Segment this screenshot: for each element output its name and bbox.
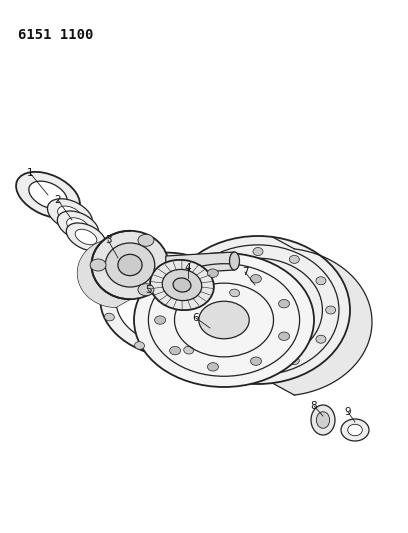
Ellipse shape (279, 332, 290, 341)
Ellipse shape (29, 181, 67, 209)
Ellipse shape (180, 306, 190, 314)
Ellipse shape (150, 260, 214, 310)
Ellipse shape (135, 342, 144, 349)
Ellipse shape (200, 261, 209, 268)
Ellipse shape (253, 365, 263, 373)
Ellipse shape (67, 218, 89, 235)
Ellipse shape (138, 235, 154, 246)
Ellipse shape (207, 269, 218, 277)
Text: 6: 6 (193, 313, 200, 323)
Ellipse shape (105, 243, 155, 287)
Ellipse shape (199, 301, 249, 339)
Ellipse shape (316, 277, 326, 285)
Text: 7: 7 (242, 267, 248, 277)
Ellipse shape (326, 306, 336, 314)
Ellipse shape (279, 300, 290, 308)
Text: 5: 5 (145, 285, 151, 295)
Ellipse shape (58, 206, 82, 224)
Ellipse shape (316, 335, 326, 343)
Text: 3: 3 (105, 235, 111, 245)
Text: 4: 4 (185, 263, 191, 273)
Ellipse shape (134, 253, 314, 387)
Ellipse shape (231, 288, 286, 332)
Ellipse shape (47, 199, 93, 231)
Ellipse shape (90, 259, 106, 271)
Ellipse shape (111, 278, 121, 285)
Text: 8: 8 (310, 401, 317, 411)
Ellipse shape (190, 335, 200, 343)
Text: 9: 9 (345, 407, 351, 417)
Ellipse shape (230, 289, 239, 297)
Ellipse shape (245, 300, 271, 320)
Ellipse shape (217, 255, 227, 263)
Ellipse shape (190, 277, 200, 285)
Ellipse shape (173, 278, 191, 292)
Ellipse shape (311, 405, 335, 435)
Ellipse shape (217, 357, 227, 365)
Ellipse shape (207, 362, 218, 371)
Ellipse shape (289, 255, 299, 263)
Ellipse shape (100, 253, 244, 358)
Text: 1: 1 (27, 168, 33, 178)
Ellipse shape (223, 325, 233, 332)
Ellipse shape (229, 252, 239, 270)
Ellipse shape (166, 236, 350, 384)
Ellipse shape (138, 284, 154, 296)
Ellipse shape (155, 316, 166, 324)
Ellipse shape (251, 274, 262, 283)
Ellipse shape (118, 254, 142, 276)
Ellipse shape (16, 172, 80, 218)
Ellipse shape (104, 313, 114, 321)
Polygon shape (273, 237, 372, 395)
Polygon shape (78, 231, 130, 307)
Text: 2: 2 (55, 195, 61, 205)
Polygon shape (166, 252, 235, 274)
Ellipse shape (162, 269, 202, 301)
Ellipse shape (57, 211, 99, 241)
Ellipse shape (116, 264, 228, 346)
Ellipse shape (75, 229, 97, 245)
Ellipse shape (251, 357, 262, 366)
Ellipse shape (253, 247, 263, 255)
Ellipse shape (170, 346, 181, 355)
Ellipse shape (316, 412, 330, 428)
Ellipse shape (184, 346, 194, 354)
Text: 6151 1100: 6151 1100 (18, 28, 93, 42)
Ellipse shape (289, 357, 299, 365)
Ellipse shape (169, 285, 180, 294)
Ellipse shape (150, 256, 160, 264)
Ellipse shape (348, 424, 362, 435)
Ellipse shape (91, 231, 169, 299)
Ellipse shape (341, 419, 369, 441)
Ellipse shape (67, 223, 106, 251)
